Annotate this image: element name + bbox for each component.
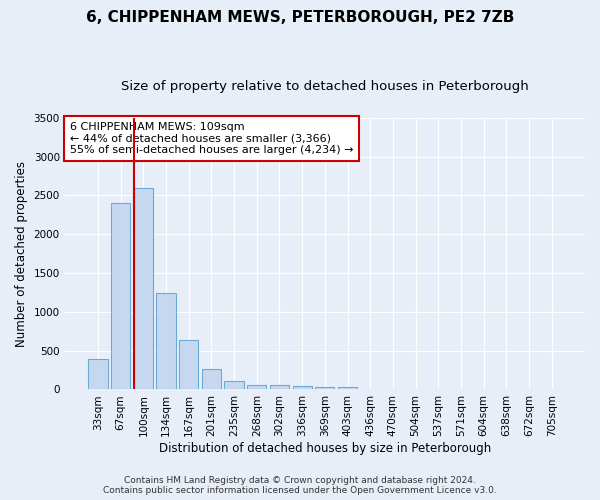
Text: Contains HM Land Registry data © Crown copyright and database right 2024.
Contai: Contains HM Land Registry data © Crown c… <box>103 476 497 495</box>
Bar <box>338 387 357 390</box>
Bar <box>224 381 244 390</box>
Bar <box>270 385 289 390</box>
X-axis label: Distribution of detached houses by size in Peterborough: Distribution of detached houses by size … <box>159 442 491 455</box>
Bar <box>202 370 221 390</box>
Bar <box>315 386 334 390</box>
Bar <box>179 340 199 390</box>
Bar <box>134 188 153 390</box>
Text: 6 CHIPPENHAM MEWS: 109sqm
← 44% of detached houses are smaller (3,366)
55% of se: 6 CHIPPENHAM MEWS: 109sqm ← 44% of detac… <box>70 122 353 155</box>
Title: Size of property relative to detached houses in Peterborough: Size of property relative to detached ho… <box>121 80 529 93</box>
Bar <box>111 203 130 390</box>
Bar <box>247 385 266 390</box>
Bar <box>88 359 107 390</box>
Bar <box>157 293 176 390</box>
Bar <box>293 386 312 390</box>
Y-axis label: Number of detached properties: Number of detached properties <box>15 160 28 346</box>
Text: 6, CHIPPENHAM MEWS, PETERBOROUGH, PE2 7ZB: 6, CHIPPENHAM MEWS, PETERBOROUGH, PE2 7Z… <box>86 10 514 25</box>
